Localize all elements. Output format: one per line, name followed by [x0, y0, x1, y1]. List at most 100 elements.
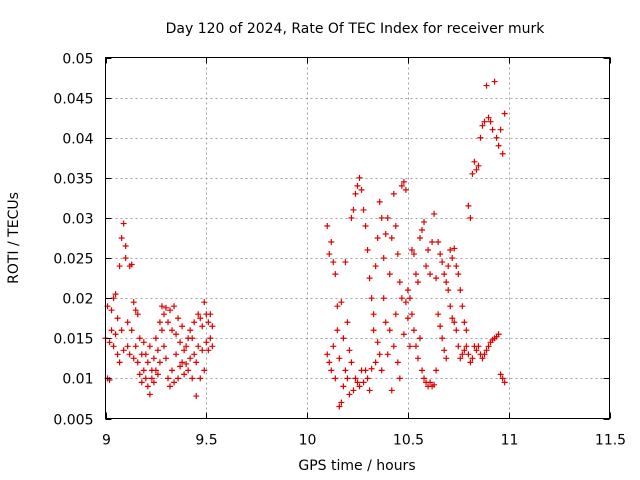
data-point — [435, 311, 442, 318]
data-point — [187, 327, 194, 334]
data-point — [330, 343, 337, 350]
data-point — [455, 271, 462, 278]
data-point — [169, 367, 176, 374]
data-point — [116, 359, 123, 366]
data-point — [160, 343, 167, 350]
data-point — [408, 247, 415, 254]
y-tick-label: 0.05 — [62, 52, 93, 68]
data-point — [501, 110, 508, 117]
y-tick-label: 0.045 — [53, 92, 93, 108]
data-point — [437, 323, 444, 330]
data-point — [150, 379, 157, 386]
data-point — [483, 82, 490, 89]
data-point — [195, 311, 202, 318]
data-point — [189, 375, 196, 382]
data-point — [360, 206, 367, 213]
data-point — [207, 335, 214, 342]
data-point — [350, 387, 357, 394]
data-point — [457, 355, 464, 362]
data-point — [380, 255, 387, 262]
data-point — [154, 347, 161, 354]
data-point — [334, 327, 341, 334]
chart-title: Day 120 of 2024, Rate Of TEC Index for r… — [166, 21, 546, 37]
data-point — [475, 162, 482, 169]
data-point — [416, 235, 423, 241]
data-point — [479, 122, 486, 129]
data-point — [120, 347, 127, 354]
data-point — [197, 315, 204, 322]
data-point — [124, 319, 131, 326]
data-point — [134, 359, 141, 366]
y-axis-label: ROTI / TECUs — [6, 192, 22, 284]
data-point — [130, 299, 137, 306]
data-point — [171, 303, 178, 310]
data-point — [449, 255, 456, 262]
data-point — [352, 375, 359, 382]
data-point — [376, 351, 383, 358]
data-point — [114, 315, 121, 322]
data-point — [364, 375, 371, 382]
data-point — [193, 393, 200, 400]
data-point — [146, 391, 153, 398]
data-point — [376, 198, 383, 205]
data-point — [195, 343, 202, 350]
data-point — [400, 331, 407, 338]
data-point — [380, 295, 387, 302]
data-point — [142, 351, 149, 358]
y-tick-label: 0.025 — [53, 252, 93, 268]
data-point — [481, 118, 488, 125]
data-point — [481, 351, 488, 358]
data-point — [493, 134, 500, 141]
data-point — [118, 327, 125, 334]
data-point — [324, 222, 331, 229]
data-point — [453, 263, 460, 270]
data-point — [201, 367, 208, 374]
data-point — [437, 251, 444, 258]
data-point — [398, 295, 405, 302]
data-point — [414, 279, 421, 286]
y-tick-label: 0.01 — [62, 372, 93, 388]
x-tick-label: 10 — [299, 433, 317, 449]
data-point — [429, 239, 436, 246]
data-point — [154, 371, 161, 378]
data-point — [469, 355, 476, 362]
data-point — [495, 331, 502, 338]
data-point — [136, 335, 143, 342]
data-point — [162, 355, 169, 362]
data-point — [441, 347, 448, 354]
data-point — [382, 319, 389, 326]
data-point — [167, 307, 174, 314]
data-point — [330, 259, 337, 266]
data-point — [402, 299, 409, 306]
data-point — [473, 166, 480, 173]
data-point — [497, 371, 504, 378]
data-point — [386, 271, 393, 278]
data-point — [167, 383, 174, 390]
y-tick-label: 0.005 — [53, 413, 93, 429]
data-point — [336, 355, 343, 362]
data-point — [356, 383, 363, 390]
data-point — [384, 351, 391, 358]
data-point — [485, 343, 492, 350]
data-point — [404, 287, 411, 294]
data-point — [108, 307, 115, 314]
data-point — [465, 202, 472, 209]
data-point — [140, 339, 147, 346]
data-point — [362, 222, 369, 229]
data-point — [354, 182, 361, 189]
data-point — [382, 230, 389, 237]
data-point — [366, 275, 373, 282]
data-point — [152, 367, 159, 374]
axis-ticks — [105, 57, 611, 420]
data-point — [193, 359, 200, 366]
data-point — [449, 315, 456, 322]
data-point — [191, 351, 198, 358]
data-point — [201, 299, 208, 306]
data-point — [114, 351, 121, 358]
data-point — [175, 315, 182, 322]
data-point — [138, 379, 145, 386]
data-point — [425, 247, 432, 254]
data-point — [459, 303, 466, 310]
data-point — [412, 271, 419, 278]
